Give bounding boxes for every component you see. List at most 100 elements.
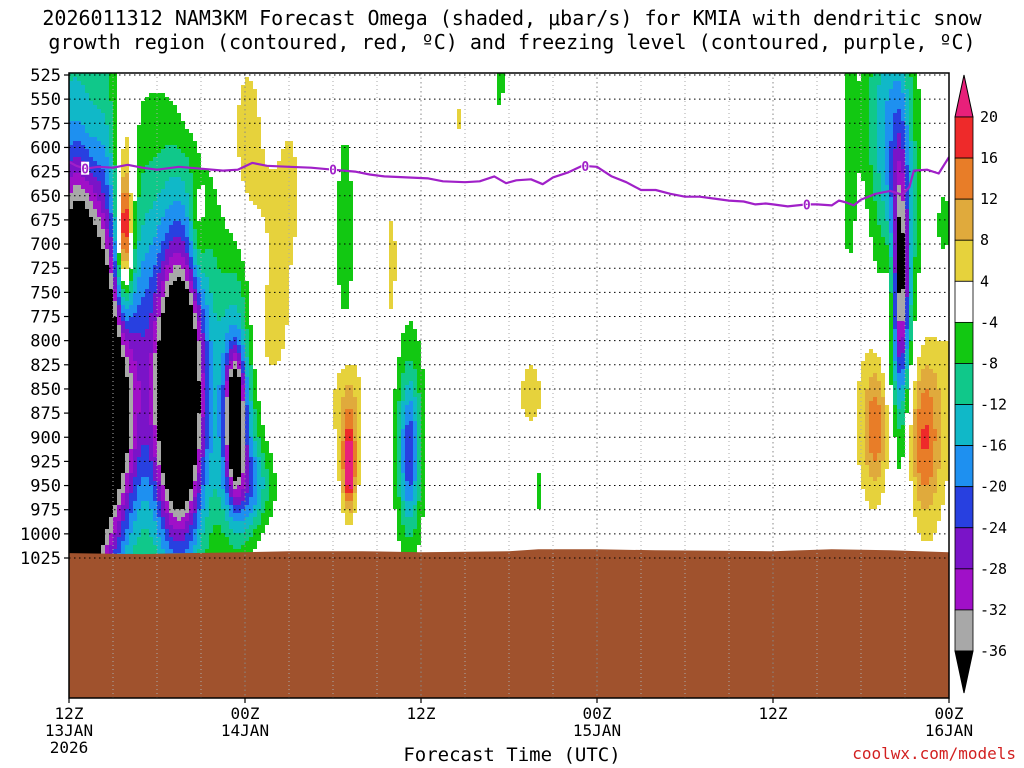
omega-cell — [181, 505, 185, 509]
omega-cell — [145, 489, 149, 493]
omega-cell — [165, 417, 169, 421]
omega-cell — [185, 353, 189, 357]
omega-cell — [129, 425, 133, 429]
omega-cell — [113, 253, 117, 257]
omega-cell — [129, 405, 133, 409]
omega-cell — [157, 105, 161, 109]
omega-cell — [161, 241, 165, 245]
omega-cell — [193, 249, 197, 253]
omega-cell — [173, 189, 177, 193]
omega-cell — [105, 177, 109, 181]
omega-cell — [109, 289, 113, 293]
omega-cell — [149, 449, 153, 453]
omega-cell — [101, 525, 105, 529]
omega-cell — [161, 229, 165, 233]
omega-cell — [205, 485, 209, 489]
omega-cell — [177, 173, 181, 177]
omega-cell — [193, 161, 197, 165]
omega-cell — [217, 405, 221, 409]
omega-cell — [125, 341, 129, 345]
omega-cell — [121, 385, 125, 389]
omega-cell — [121, 513, 125, 517]
omega-cell — [81, 201, 85, 205]
omega-cell — [145, 161, 149, 165]
omega-cell — [129, 225, 133, 229]
omega-cell — [193, 149, 197, 153]
omega-cell — [209, 221, 213, 225]
omega-cell — [149, 109, 153, 113]
omega-cell — [205, 301, 209, 305]
omega-cell — [205, 209, 209, 213]
omega-cell — [145, 333, 149, 337]
omega-cell — [81, 137, 85, 141]
omega-cell — [73, 405, 77, 409]
omega-cell — [165, 177, 169, 181]
omega-cell — [157, 117, 161, 121]
omega-cell — [193, 537, 197, 541]
omega-cell — [97, 217, 101, 221]
omega-cell — [125, 337, 129, 341]
omega-cell — [93, 493, 97, 497]
omega-cell — [169, 397, 173, 401]
omega-cell — [217, 497, 221, 501]
omega-cell — [173, 377, 177, 381]
omega-cell — [153, 209, 157, 213]
omega-cell — [141, 517, 145, 521]
omega-cell — [201, 369, 205, 373]
omega-cell — [213, 217, 217, 221]
omega-cell — [73, 421, 77, 425]
omega-cell — [153, 281, 157, 285]
omega-cell — [193, 425, 197, 429]
omega-cell — [145, 233, 149, 237]
omega-cell — [73, 461, 77, 465]
omega-cell — [93, 529, 97, 533]
omega-cell — [169, 277, 173, 281]
omega-cell — [113, 189, 117, 193]
omega-cell — [81, 305, 85, 309]
omega-cell — [205, 321, 209, 325]
omega-cell — [157, 529, 161, 533]
omega-cell — [89, 357, 93, 361]
omega-cell — [141, 413, 145, 417]
omega-cell — [89, 97, 93, 101]
omega-cell — [181, 425, 185, 429]
omega-cell — [185, 177, 189, 181]
omega-cell — [121, 237, 125, 241]
omega-cell — [85, 485, 89, 489]
omega-cell — [121, 373, 125, 377]
omega-cell — [137, 417, 141, 421]
omega-cell — [157, 189, 161, 193]
omega-cell — [193, 309, 197, 313]
omega-cell — [149, 517, 153, 521]
omega-cell — [161, 297, 165, 301]
omega-cell — [185, 529, 189, 533]
omega-cell — [141, 281, 145, 285]
omega-cell — [81, 409, 85, 413]
omega-cell — [109, 381, 113, 385]
omega-cell — [149, 481, 153, 485]
omega-cell — [169, 437, 173, 441]
omega-cell — [209, 305, 213, 309]
omega-cell — [161, 277, 165, 281]
omega-cell — [109, 429, 113, 433]
omega-cell — [101, 545, 105, 549]
omega-cell — [161, 473, 165, 477]
omega-cell — [97, 213, 101, 217]
omega-cell — [141, 461, 145, 465]
omega-cell — [189, 197, 193, 201]
omega-cell — [73, 453, 77, 457]
omega-cell — [209, 337, 213, 341]
omega-cell — [145, 317, 149, 321]
omega-cell — [101, 205, 105, 209]
omega-cell — [153, 261, 157, 265]
omega-cell — [121, 541, 125, 545]
omega-cell — [101, 117, 105, 121]
omega-cell — [185, 485, 189, 489]
omega-cell — [193, 165, 197, 169]
omega-cell — [133, 305, 137, 309]
omega-cell — [137, 213, 141, 217]
omega-cell — [105, 117, 109, 121]
omega-cell — [117, 397, 121, 401]
omega-cell — [145, 449, 149, 453]
omega-cell — [205, 449, 209, 453]
